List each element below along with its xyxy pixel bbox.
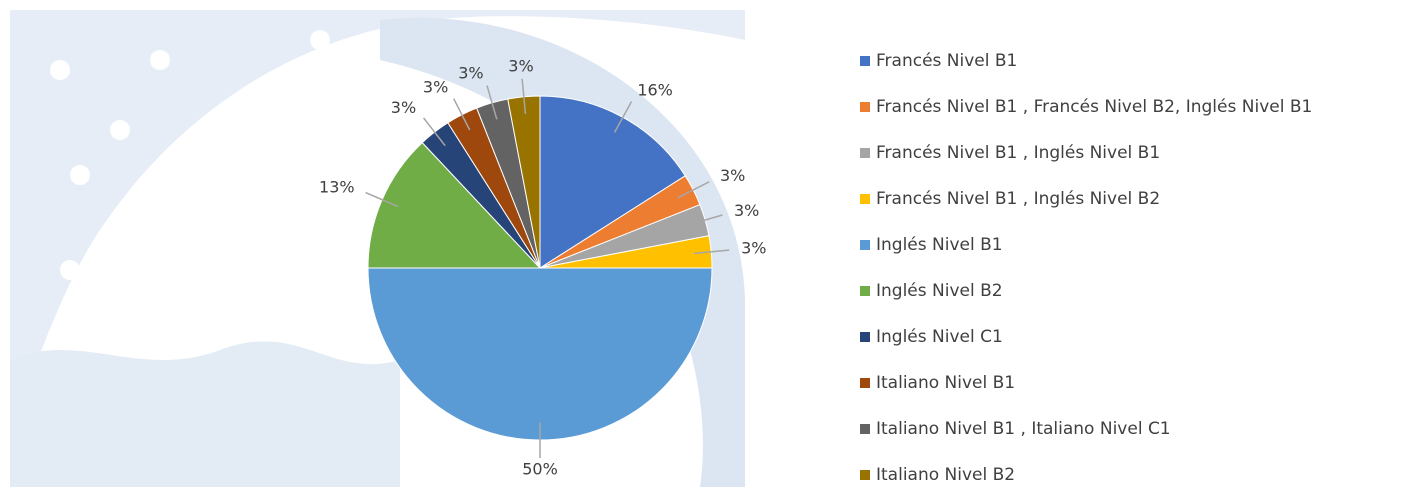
legend-label: Inglés Nivel C1	[876, 327, 1003, 347]
legend-swatch	[860, 56, 870, 66]
legend-swatch	[860, 470, 870, 480]
legend-swatch	[860, 286, 870, 296]
legend-label: Italiano Nivel B1 , Italiano Nivel C1	[876, 419, 1171, 439]
legend-label: Francés Nivel B1 , Inglés Nivel B1	[876, 143, 1160, 163]
legend-label: Italiano Nivel B1	[876, 373, 1015, 393]
data-label: 13%	[319, 177, 355, 196]
legend-swatch	[860, 240, 870, 250]
legend-label: Francés Nivel B1 , Inglés Nivel B2	[876, 189, 1160, 209]
data-label: 3%	[423, 78, 448, 97]
legend-label: Inglés Nivel B2	[876, 281, 1003, 301]
legend-swatch	[860, 148, 870, 158]
legend-swatch	[860, 194, 870, 204]
data-label: 3%	[741, 238, 766, 257]
legend-swatch	[860, 378, 870, 388]
data-label: 50%	[522, 460, 558, 479]
legend-label: Inglés Nivel B1	[876, 235, 1003, 255]
data-label: 3%	[734, 201, 759, 220]
legend-label: Italiano Nivel B2	[876, 465, 1015, 485]
data-label: 3%	[508, 56, 533, 75]
legend-label: Francés Nivel B1 , Francés Nivel B2, Ing…	[876, 97, 1312, 117]
data-label: 16%	[637, 80, 673, 99]
legend-label: Francés Nivel B1	[876, 51, 1017, 71]
data-label: 3%	[458, 64, 483, 83]
data-label: 3%	[391, 98, 416, 117]
legend-swatch	[860, 332, 870, 342]
legend-swatch	[860, 424, 870, 434]
legend-swatch	[860, 102, 870, 112]
legend: Francés Nivel B1 Francés Nivel B1 , Franc…	[860, 51, 1312, 485]
chart: 16% 3% 3% 3% 50% 13% 3% 3% 3% 3% Francés Nivel B1…	[0, 0, 1411, 487]
data-label: 3%	[720, 166, 745, 185]
